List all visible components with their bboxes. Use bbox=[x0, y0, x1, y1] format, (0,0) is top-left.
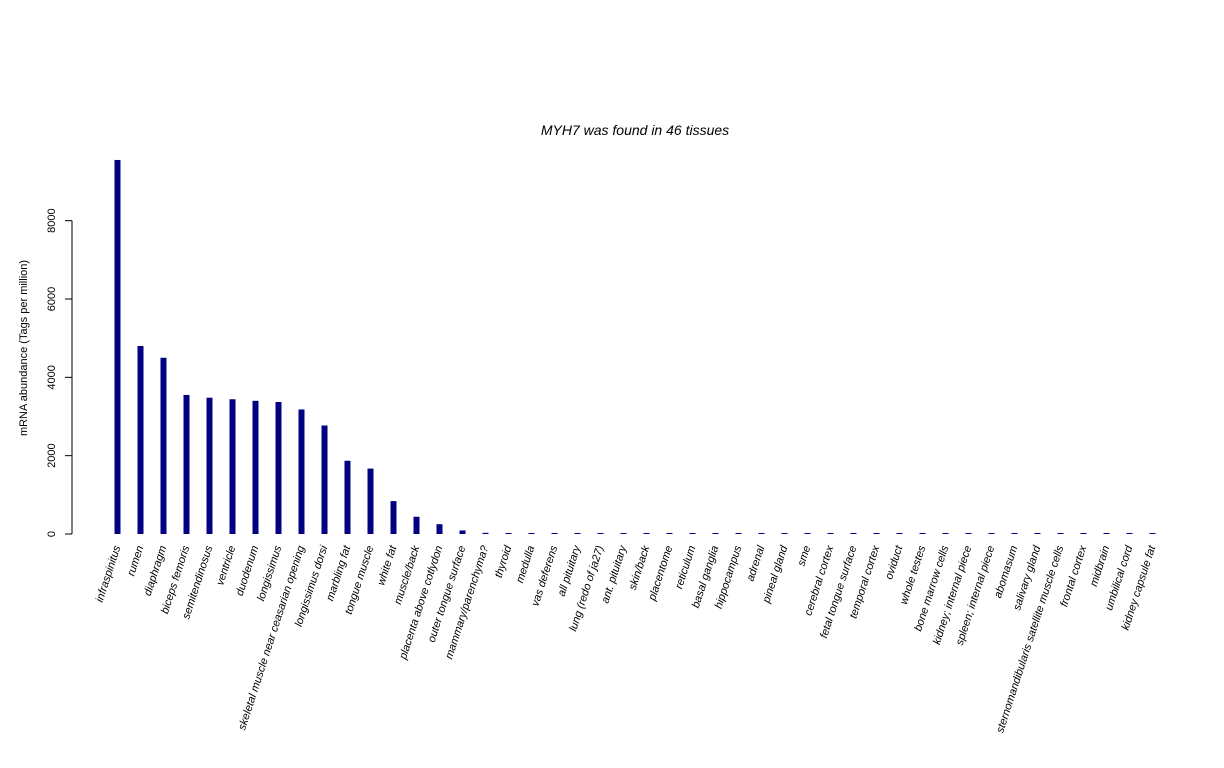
bar bbox=[850, 533, 857, 534]
bar bbox=[873, 533, 880, 534]
x-tick-label: medulla bbox=[514, 544, 537, 584]
bar bbox=[160, 357, 167, 534]
y-axis-label: mRNA abundance (Tags per million) bbox=[18, 260, 30, 436]
bar bbox=[1149, 533, 1156, 534]
bar bbox=[1011, 533, 1018, 534]
bar bbox=[459, 530, 466, 534]
bar bbox=[390, 501, 397, 534]
bar bbox=[183, 394, 190, 534]
x-tick-label: adrenal bbox=[745, 544, 768, 583]
bar bbox=[1126, 533, 1133, 534]
x-tick-label: ventricle bbox=[214, 544, 238, 587]
bar bbox=[988, 533, 995, 534]
bar bbox=[1080, 533, 1087, 534]
bar bbox=[367, 468, 374, 534]
bar bbox=[896, 533, 903, 534]
bar bbox=[137, 346, 144, 534]
bar bbox=[1057, 533, 1064, 534]
x-tick-label: oviduct bbox=[883, 543, 905, 581]
bar bbox=[919, 533, 926, 534]
bar bbox=[735, 533, 742, 534]
bar bbox=[1103, 533, 1110, 534]
bar bbox=[505, 533, 512, 534]
bar bbox=[436, 524, 443, 534]
y-tick-label: 8000 bbox=[46, 208, 58, 232]
y-tick-label: 0 bbox=[46, 531, 58, 537]
bar bbox=[689, 533, 696, 534]
y-tick-label: 4000 bbox=[46, 365, 58, 389]
bar bbox=[712, 533, 719, 534]
bar bbox=[827, 533, 834, 534]
bar bbox=[321, 425, 328, 534]
bar bbox=[413, 516, 420, 534]
x-tick-label: white fat bbox=[375, 543, 399, 587]
x-tick-label: skin/back bbox=[627, 544, 653, 592]
x-tick-label: infraspinitus bbox=[94, 544, 124, 604]
y-tick-label: 6000 bbox=[46, 287, 58, 311]
chart-title: MYH7 was found in 46 tissues bbox=[541, 122, 729, 138]
x-tick-label: midbrain bbox=[1088, 544, 1112, 588]
bar bbox=[758, 533, 765, 534]
bar bbox=[114, 159, 121, 535]
bar bbox=[206, 397, 213, 534]
bar bbox=[1034, 533, 1041, 534]
bar bbox=[965, 533, 972, 534]
x-tick-label: thyroid bbox=[493, 543, 515, 579]
bars bbox=[114, 159, 1156, 535]
bar bbox=[344, 460, 351, 534]
x-tick-label: rumen bbox=[125, 544, 146, 577]
bar bbox=[620, 533, 627, 534]
bar bbox=[298, 409, 305, 534]
y-tick-label: 2000 bbox=[46, 443, 58, 467]
bar bbox=[597, 533, 604, 534]
bar bbox=[275, 402, 282, 534]
bar bbox=[804, 533, 811, 534]
bar bbox=[252, 400, 259, 534]
x-tick-label: reticulum bbox=[673, 544, 698, 590]
y-axis: 0 2000 4000 6000 8000 bbox=[46, 208, 73, 537]
bar bbox=[574, 533, 581, 534]
bar bbox=[482, 532, 489, 534]
bar bbox=[666, 533, 673, 534]
x-tick-label: sme bbox=[796, 544, 814, 567]
bar bbox=[528, 533, 535, 534]
bar bbox=[551, 533, 558, 534]
bar bbox=[781, 533, 788, 534]
bar bbox=[942, 533, 949, 534]
bar bbox=[229, 399, 236, 534]
bar bbox=[643, 533, 650, 534]
